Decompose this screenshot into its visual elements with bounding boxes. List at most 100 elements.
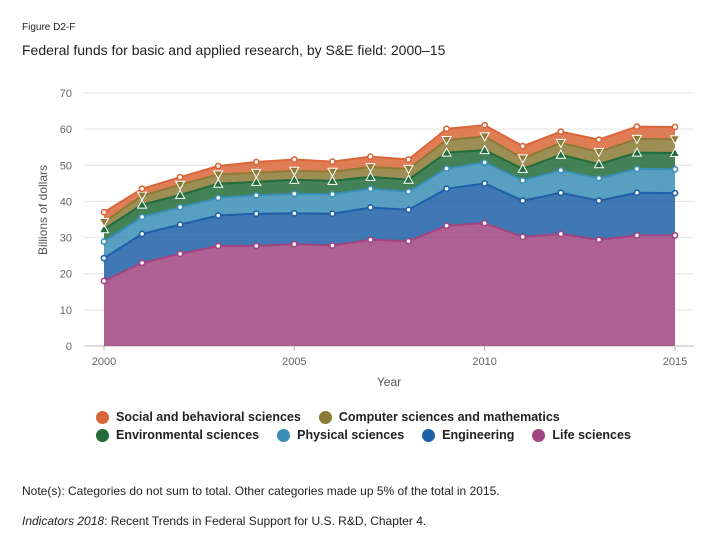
point-physical-sciences-2003[interactable] [214, 194, 222, 202]
legend-item-engineering[interactable]: Engineering [422, 428, 514, 442]
point-social-and-behavioral-sciences-2014[interactable] [633, 123, 641, 131]
point-life-sciences-2010[interactable] [481, 219, 489, 227]
point-physical-sciences-2005[interactable] [290, 190, 298, 198]
point-environmental-sciences-2007[interactable] [365, 171, 376, 181]
point-physical-sciences-2015[interactable] [671, 165, 679, 173]
point-environmental-sciences-2004[interactable] [250, 176, 262, 186]
point-engineering-2007[interactable] [367, 204, 374, 211]
point-engineering-2012[interactable] [557, 189, 565, 197]
point-physical-sciences-2000[interactable] [100, 238, 108, 245]
point-physical-sciences-2004[interactable] [252, 191, 260, 199]
point-computer-sciences-and-mathematics-2014[interactable] [631, 134, 643, 145]
point-computer-sciences-and-mathematics-2008[interactable] [403, 164, 414, 175]
point-environmental-sciences-2006[interactable] [327, 175, 338, 185]
point-social-and-behavioral-sciences-2006[interactable] [328, 158, 336, 166]
point-environmental-sciences-2014[interactable] [631, 147, 643, 157]
point-environmental-sciences-2015[interactable] [669, 147, 681, 157]
point-environmental-sciences-2011[interactable] [517, 163, 529, 173]
legend-item-physical[interactable]: Physical sciences [277, 428, 404, 442]
point-life-sciences-2008[interactable] [405, 237, 412, 245]
point-engineering-2004[interactable] [252, 210, 260, 218]
point-life-sciences-2001[interactable] [138, 259, 146, 267]
point-environmental-sciences-2012[interactable] [555, 149, 567, 159]
point-computer-sciences-and-mathematics-2006[interactable] [327, 167, 338, 178]
point-physical-sciences-2002[interactable] [176, 203, 184, 211]
legend-item-environmental[interactable]: Environmental sciences [96, 428, 259, 442]
point-computer-sciences-and-mathematics-2005[interactable] [288, 166, 300, 177]
point-engineering-2001[interactable] [138, 230, 146, 238]
point-physical-sciences-2011[interactable] [519, 177, 527, 184]
point-physical-sciences-2001[interactable] [138, 213, 146, 221]
point-environmental-sciences-2002[interactable] [174, 189, 186, 199]
point-environmental-sciences-2013[interactable] [593, 158, 605, 169]
point-social-and-behavioral-sciences-2010[interactable] [481, 121, 489, 129]
point-social-and-behavioral-sciences-2011[interactable] [519, 142, 527, 150]
point-engineering-2014[interactable] [633, 189, 641, 197]
legend-item-life[interactable]: Life sciences [532, 428, 631, 442]
point-physical-sciences-2008[interactable] [405, 188, 412, 196]
point-engineering-2003[interactable] [214, 212, 222, 219]
point-life-sciences-2005[interactable] [290, 240, 298, 248]
point-life-sciences-2006[interactable] [328, 242, 336, 249]
point-life-sciences-2009[interactable] [443, 222, 450, 230]
point-social-and-behavioral-sciences-2015[interactable] [671, 123, 679, 131]
point-computer-sciences-and-mathematics-2015[interactable] [669, 135, 681, 145]
point-environmental-sciences-2000[interactable] [98, 223, 110, 234]
point-environmental-sciences-2009[interactable] [441, 147, 452, 157]
point-environmental-sciences-2001[interactable] [136, 199, 148, 209]
point-computer-sciences-and-mathematics-2012[interactable] [555, 138, 567, 149]
point-social-and-behavioral-sciences-2009[interactable] [443, 125, 450, 133]
point-engineering-2013[interactable] [595, 197, 603, 205]
point-engineering-2011[interactable] [519, 197, 527, 205]
point-social-and-behavioral-sciences-2003[interactable] [214, 162, 222, 170]
point-computer-sciences-and-mathematics-2000[interactable] [98, 218, 110, 228]
point-computer-sciences-and-mathematics-2004[interactable] [250, 168, 262, 179]
point-computer-sciences-and-mathematics-2009[interactable] [441, 135, 452, 146]
point-physical-sciences-2012[interactable] [557, 166, 565, 174]
point-life-sciences-2007[interactable] [367, 236, 374, 244]
point-environmental-sciences-2003[interactable] [212, 178, 224, 188]
point-life-sciences-2003[interactable] [214, 242, 222, 250]
point-environmental-sciences-2005[interactable] [288, 174, 300, 184]
point-social-and-behavioral-sciences-2013[interactable] [595, 136, 603, 144]
legend-item-computer[interactable]: Computer sciences and mathematics [318, 410, 560, 424]
point-environmental-sciences-2010[interactable] [479, 144, 491, 155]
point-physical-sciences-2007[interactable] [367, 185, 374, 193]
point-environmental-sciences-2008[interactable] [403, 174, 414, 184]
point-physical-sciences-2006[interactable] [328, 190, 336, 198]
point-social-and-behavioral-sciences-2000[interactable] [100, 208, 108, 216]
point-computer-sciences-and-mathematics-2003[interactable] [212, 170, 224, 180]
point-life-sciences-2014[interactable] [633, 232, 641, 239]
point-engineering-2005[interactable] [290, 209, 298, 217]
point-life-sciences-2002[interactable] [176, 250, 184, 258]
point-engineering-2010[interactable] [481, 179, 489, 187]
point-life-sciences-2004[interactable] [252, 242, 260, 250]
point-social-and-behavioral-sciences-2005[interactable] [290, 156, 298, 163]
point-social-and-behavioral-sciences-2007[interactable] [367, 153, 374, 161]
point-computer-sciences-and-mathematics-2010[interactable] [479, 132, 491, 142]
point-life-sciences-2015[interactable] [671, 232, 679, 239]
point-social-and-behavioral-sciences-2002[interactable] [176, 173, 184, 181]
point-social-and-behavioral-sciences-2008[interactable] [405, 156, 412, 163]
point-engineering-2008[interactable] [405, 206, 412, 214]
point-life-sciences-2012[interactable] [557, 230, 565, 238]
point-engineering-2006[interactable] [328, 210, 336, 218]
point-computer-sciences-and-mathematics-2013[interactable] [593, 147, 605, 158]
point-life-sciences-2000[interactable] [100, 277, 108, 285]
point-social-and-behavioral-sciences-2004[interactable] [252, 158, 260, 166]
point-computer-sciences-and-mathematics-2002[interactable] [174, 180, 186, 191]
point-engineering-2009[interactable] [443, 185, 450, 193]
point-engineering-2000[interactable] [100, 254, 108, 262]
point-engineering-2015[interactable] [671, 189, 679, 197]
point-physical-sciences-2010[interactable] [481, 158, 489, 166]
point-life-sciences-2013[interactable] [595, 236, 603, 244]
legend-item-social[interactable]: Social and behavioral sciences [96, 410, 301, 424]
point-social-and-behavioral-sciences-2012[interactable] [557, 128, 565, 136]
point-engineering-2002[interactable] [176, 221, 184, 228]
point-computer-sciences-and-mathematics-2011[interactable] [517, 154, 529, 164]
point-physical-sciences-2014[interactable] [633, 165, 641, 173]
point-computer-sciences-and-mathematics-2007[interactable] [365, 163, 376, 173]
point-social-and-behavioral-sciences-2001[interactable] [138, 185, 146, 193]
point-physical-sciences-2013[interactable] [595, 174, 603, 182]
point-life-sciences-2011[interactable] [519, 233, 527, 241]
